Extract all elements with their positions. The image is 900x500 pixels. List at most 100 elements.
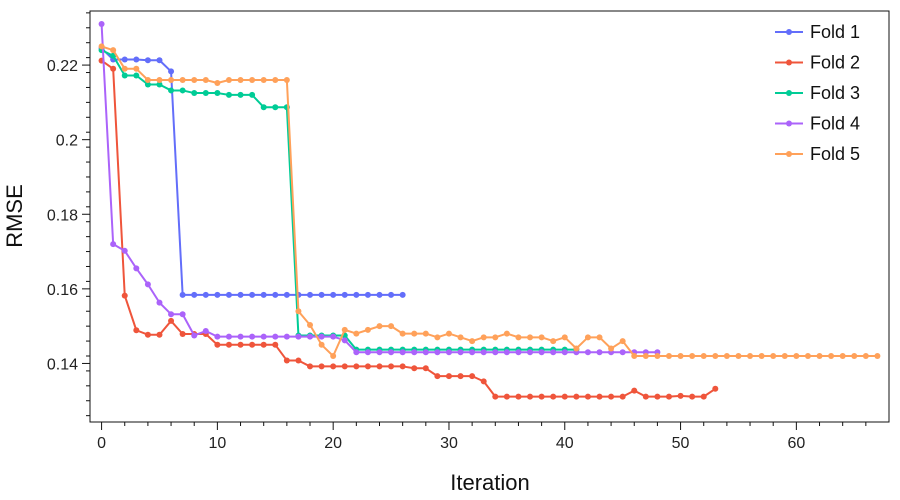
data-point — [816, 352, 823, 359]
data-point — [851, 352, 858, 359]
data-point — [133, 65, 140, 72]
data-point — [144, 81, 151, 88]
data-point — [318, 363, 325, 370]
data-point — [376, 291, 383, 298]
data-point — [144, 57, 151, 64]
data-point — [492, 334, 499, 341]
legend-item[interactable]: Fold 4 — [775, 114, 860, 134]
data-point — [318, 333, 325, 340]
data-point — [307, 333, 314, 340]
data-point — [237, 91, 244, 98]
legend-swatch-marker — [786, 151, 792, 157]
data-point — [561, 393, 568, 400]
data-point — [364, 291, 371, 298]
legend-label: Fold 4 — [810, 114, 860, 134]
x-tick-label: 10 — [208, 435, 226, 452]
legend-swatch-marker — [786, 90, 792, 96]
data-point — [202, 291, 209, 298]
data-point — [179, 291, 186, 298]
data-point — [677, 392, 684, 399]
data-point — [144, 331, 151, 338]
data-point — [457, 334, 464, 341]
data-point — [330, 333, 337, 340]
data-point — [538, 334, 545, 341]
legend-label: Fold 5 — [810, 144, 860, 164]
data-point — [168, 87, 175, 94]
data-point — [515, 393, 522, 400]
data-point — [388, 363, 395, 370]
data-point — [411, 365, 418, 372]
legend-item[interactable]: Fold 3 — [775, 83, 860, 103]
data-point — [364, 326, 371, 333]
legend[interactable]: Fold 1 Fold 2 Fold 3 Fold 4 Fold 5 — [775, 22, 860, 164]
data-point — [538, 349, 545, 356]
data-point — [353, 330, 360, 337]
data-point — [665, 352, 672, 359]
data-point — [712, 352, 719, 359]
x-tick-label: 0 — [97, 435, 106, 452]
data-point — [503, 393, 510, 400]
data-point — [98, 43, 105, 50]
data-point — [214, 90, 221, 97]
data-point — [283, 76, 290, 83]
data-point — [689, 393, 696, 400]
data-point — [665, 393, 672, 400]
data-point — [307, 322, 314, 329]
data-point — [735, 352, 742, 359]
legend-label: Fold 1 — [810, 22, 860, 42]
data-point — [330, 363, 337, 370]
data-point — [758, 352, 765, 359]
data-point — [225, 91, 232, 98]
data-point — [388, 291, 395, 298]
data-point — [341, 291, 348, 298]
data-point — [260, 341, 267, 348]
data-point — [249, 333, 256, 340]
data-point — [191, 76, 198, 83]
data-point — [770, 352, 777, 359]
data-point — [503, 349, 510, 356]
data-point — [237, 76, 244, 83]
data-point — [249, 341, 256, 348]
legend-swatch-marker — [786, 120, 792, 127]
data-point — [237, 291, 244, 298]
data-point — [457, 349, 464, 356]
data-point — [98, 21, 105, 28]
data-point — [121, 56, 128, 63]
data-point — [179, 330, 186, 337]
legend-item[interactable]: Fold 2 — [775, 53, 860, 73]
data-point — [411, 330, 418, 337]
data-point — [596, 334, 603, 341]
data-point — [225, 76, 232, 83]
data-point — [445, 330, 452, 337]
data-point — [133, 327, 140, 334]
data-point — [503, 330, 510, 337]
x-axis-title: Iteration — [450, 470, 530, 495]
data-point — [584, 349, 591, 356]
data-point — [480, 334, 487, 341]
data-point — [376, 323, 383, 330]
legend-label: Fold 3 — [810, 83, 860, 103]
data-point — [272, 76, 279, 83]
legend-item[interactable]: Fold 1 — [775, 22, 860, 42]
y-tick-label: 0.18 — [47, 207, 78, 224]
series-fold-5 — [98, 43, 881, 359]
y-tick-label: 0.14 — [47, 356, 78, 373]
data-point — [747, 352, 754, 359]
data-point — [121, 247, 128, 254]
data-point — [121, 65, 128, 72]
data-point — [225, 341, 232, 348]
data-point — [399, 349, 406, 356]
data-point — [225, 333, 232, 340]
data-point — [469, 338, 476, 345]
legend-item[interactable]: Fold 5 — [775, 144, 860, 164]
data-point — [295, 333, 302, 340]
data-point — [179, 311, 186, 318]
plot-frame — [89, 10, 890, 423]
data-point — [110, 65, 117, 72]
data-point — [272, 341, 279, 348]
data-point — [295, 308, 302, 315]
data-point — [144, 281, 151, 288]
data-point — [527, 393, 534, 400]
data-point — [237, 333, 244, 340]
data-point — [318, 291, 325, 298]
